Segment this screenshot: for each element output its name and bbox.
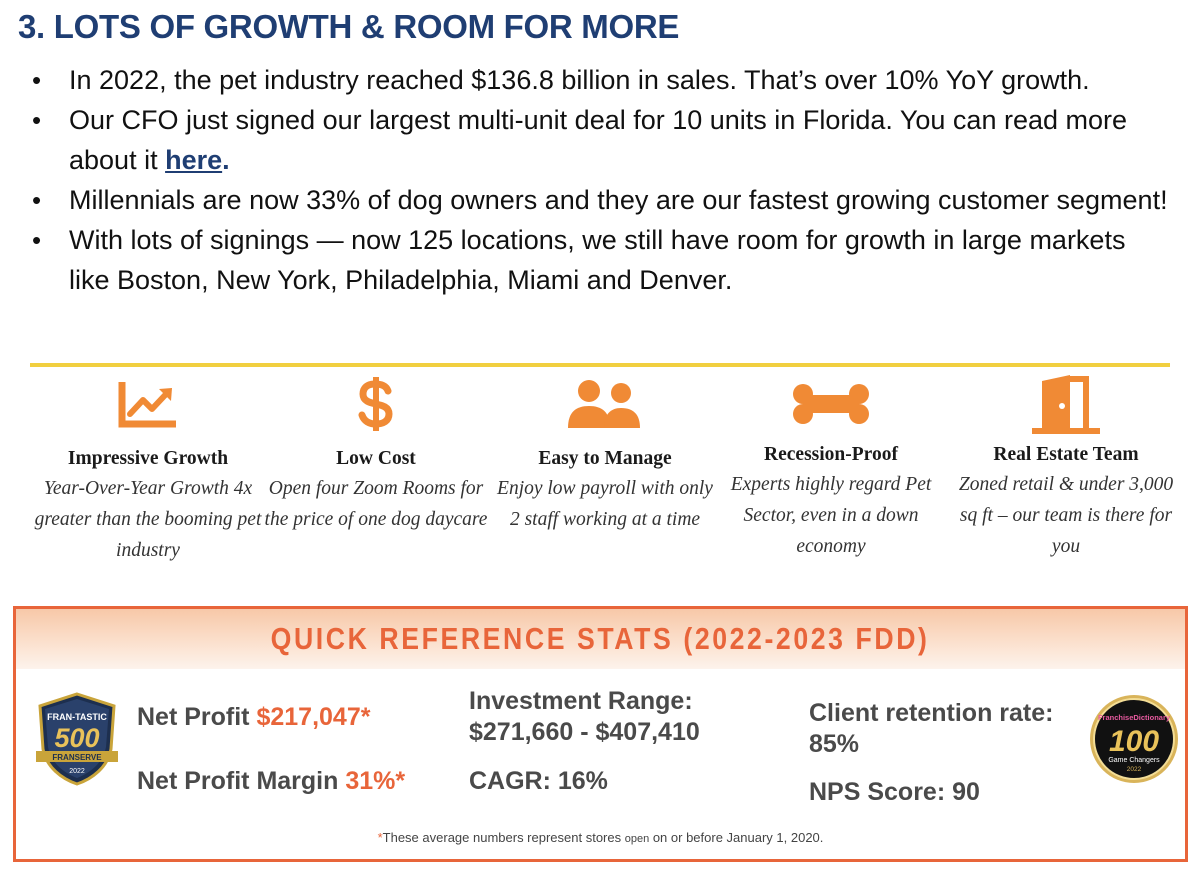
badge-number: 500 xyxy=(54,723,99,753)
bullet-item: Our CFO just signed our largest multi-un… xyxy=(32,100,1172,180)
feature-easy-to-manage: Easy to Manage Enjoy low payroll with on… xyxy=(490,372,720,535)
here-link[interactable]: here xyxy=(165,145,223,175)
bullet-item: In 2022, the pet industry reached $136.8… xyxy=(32,60,1172,100)
feature-title: Easy to Manage xyxy=(538,448,672,469)
investment-range-stat: Investment Range: $271,660 - $407,410 xyxy=(469,687,700,746)
dollar-icon xyxy=(358,377,393,431)
badge-year: 2022 xyxy=(69,768,85,775)
feature-row: Impressive Growth Year-Over-Year Growth … xyxy=(30,372,1173,604)
feature-real-estate-team: Real Estate Team Zoned retail & under 3,… xyxy=(951,372,1181,562)
feature-description: Zoned retail & under 3,000 sq ft – our t… xyxy=(958,474,1174,557)
fran-tastic-500-badge: FRAN-TASTIC 500 FRANSERVE 2022 xyxy=(34,691,120,792)
cagr-stat: CAGR: 16% xyxy=(469,767,608,795)
stats-footnote: *These average numbers represent stores … xyxy=(377,830,824,845)
feature-impressive-growth: Impressive Growth Year-Over-Year Growth … xyxy=(33,372,263,566)
growth-chart-icon xyxy=(118,382,176,428)
door-icon xyxy=(1032,375,1100,434)
feature-description: Open four Zoom Rooms for the price of on… xyxy=(264,478,488,530)
feature-title: Impressive Growth xyxy=(67,448,229,469)
feature-title: Low Cost xyxy=(336,448,416,469)
franserve-label: FRANSERVE xyxy=(52,753,102,762)
franchise-dictionary-100-badge: FranchiseDictionary 100 Game Changers 20… xyxy=(1088,693,1180,790)
quick-stats-panel: QUICK REFERENCE STATS (2022-2023 FDD) FR… xyxy=(13,606,1188,862)
net-profit-stat: Net Profit $217,047* xyxy=(137,703,371,731)
bullet-item: With lots of signings — now 125 location… xyxy=(32,220,1172,300)
feature-title: Real Estate Team xyxy=(993,444,1139,465)
badge-year: 2022 xyxy=(1127,766,1142,773)
growth-bullet-list: In 2022, the pet industry reached $136.8… xyxy=(32,60,1172,300)
badge-number: 100 xyxy=(1109,725,1159,758)
nps-score-stat: NPS Score: 90 xyxy=(809,778,980,806)
fran-tastic-label: FRAN-TASTIC xyxy=(47,712,107,722)
feature-low-cost: Low Cost Open four Zoom Rooms for the pr… xyxy=(261,372,491,535)
feature-title: Recession-Proof xyxy=(764,444,898,465)
feature-description: Year-Over-Year Growth 4x greater than th… xyxy=(34,478,262,561)
divider xyxy=(30,363,1170,367)
net-profit-margin-stat: Net Profit Margin 31%* xyxy=(137,767,406,795)
client-retention-stat: Client retention rate: 85% xyxy=(809,699,1054,758)
people-icon xyxy=(568,380,640,428)
bullet-item: Millennials are now 33% of dog owners an… xyxy=(32,180,1172,220)
stats-title: QUICK REFERENCE STATS (2022-2023 FDD) xyxy=(271,621,930,656)
section-heading: 3. LOTS OF GROWTH & ROOM FOR MORE xyxy=(18,8,680,45)
feature-description: Experts highly regard Pet Sector, even i… xyxy=(730,474,932,557)
game-changers-label: Game Changers xyxy=(1108,757,1160,764)
stats-header: QUICK REFERENCE STATS (2022-2023 FDD) xyxy=(16,609,1185,669)
franchise-dictionary-label: FranchiseDictionary xyxy=(1098,713,1171,722)
feature-recession-proof: Recession-Proof Experts highly regard Pe… xyxy=(716,372,946,562)
bone-icon xyxy=(793,384,869,424)
feature-description: Enjoy low payroll with only 2 staff work… xyxy=(497,478,713,530)
